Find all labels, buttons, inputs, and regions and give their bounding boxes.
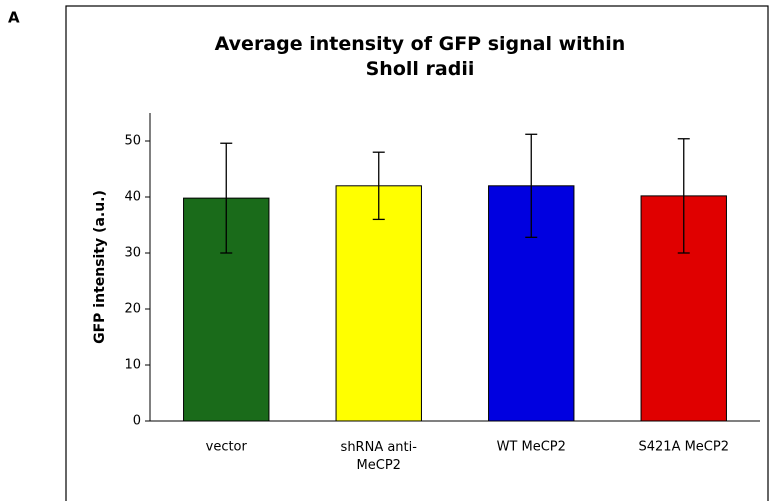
x-tick-label: shRNA anti-MeCP2 (341, 440, 418, 473)
panel-label: A (8, 9, 20, 27)
y-tick-label: 20 (124, 302, 141, 317)
y-tick-label: 50 (124, 134, 141, 149)
x-tick-label: vector (206, 440, 248, 455)
x-tick-label: WT MeCP2 (497, 440, 566, 455)
chart-title: Average intensity of GFP signal within Sh… (215, 33, 626, 80)
y-tick-label: 10 (124, 358, 141, 373)
x-tick-label: S421A MeCP2 (639, 440, 730, 455)
bar (335, 185, 422, 422)
y-tick-label: 0 (133, 414, 141, 429)
y-tick-label: 40 (124, 190, 141, 205)
y-tick-label: 30 (124, 246, 141, 261)
y-axis-label: GFP intensity (a.u.) (92, 190, 108, 344)
